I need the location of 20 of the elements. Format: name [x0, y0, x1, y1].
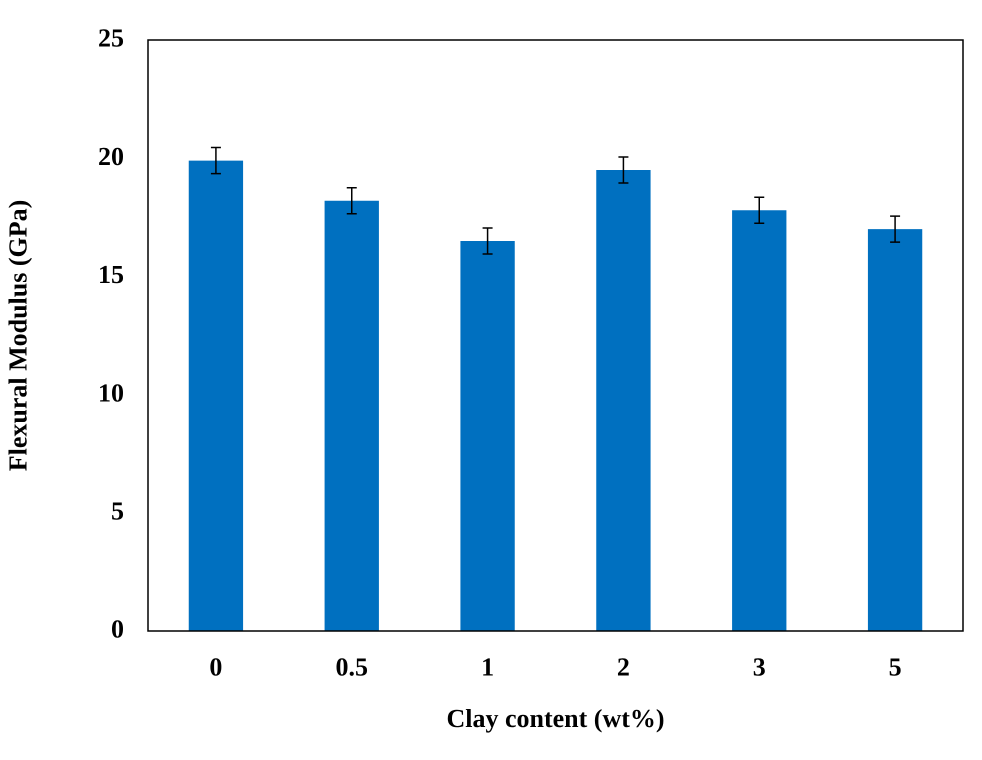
y-tick-label: 0 — [111, 614, 124, 644]
bar — [188, 160, 244, 631]
x-tick-label: 1 — [481, 652, 494, 682]
bar — [596, 170, 651, 631]
x-tick-label: 2 — [616, 652, 630, 682]
x-tick-label: 5 — [888, 652, 902, 682]
x-tick-label: 0.5 — [336, 652, 368, 682]
x-tick-label: 0 — [209, 652, 222, 682]
y-tick-label: 10 — [98, 378, 124, 408]
y-axis-title: Flexural Modulus (GPa) — [3, 200, 32, 472]
bar — [732, 210, 786, 631]
y-tick-label: 20 — [98, 142, 124, 171]
x-tick-label: 3 — [752, 652, 766, 682]
bar — [460, 240, 515, 631]
bar — [324, 200, 379, 631]
y-tick-label: 5 — [111, 496, 124, 526]
x-axis-title: Clay content (wt%) — [446, 704, 665, 734]
y-tick-label: 25 — [98, 24, 124, 53]
bar — [868, 229, 922, 631]
y-tick-label: 15 — [98, 260, 124, 290]
